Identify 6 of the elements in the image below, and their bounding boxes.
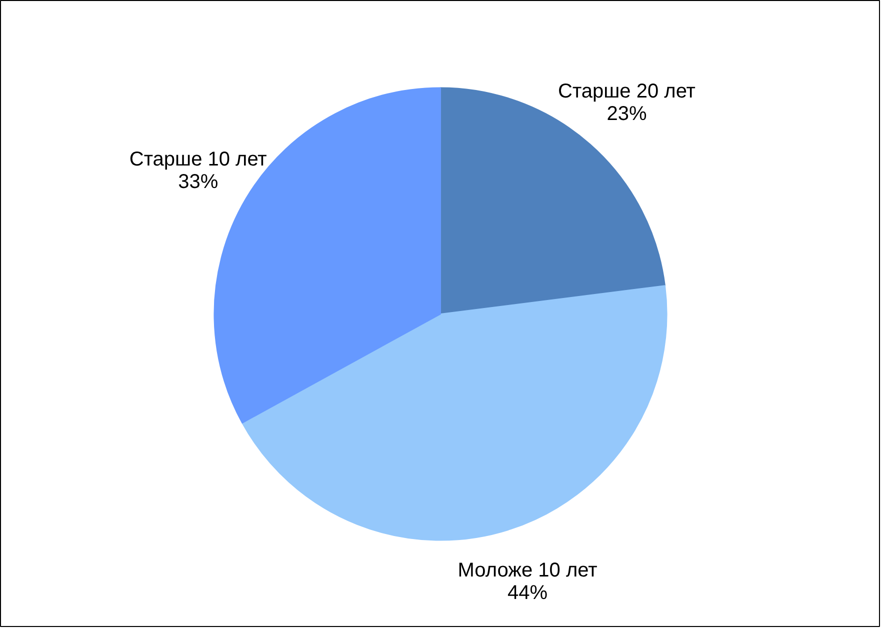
data-label: 44%	[508, 582, 548, 604]
slice-label: Старше 20 лет	[558, 80, 696, 102]
data-label: 23%	[606, 103, 647, 126]
data-label: 33%	[178, 170, 218, 193]
slice-label: Моложе 10 лет	[458, 560, 598, 582]
slice-label: Старше 10 лет	[129, 148, 267, 170]
